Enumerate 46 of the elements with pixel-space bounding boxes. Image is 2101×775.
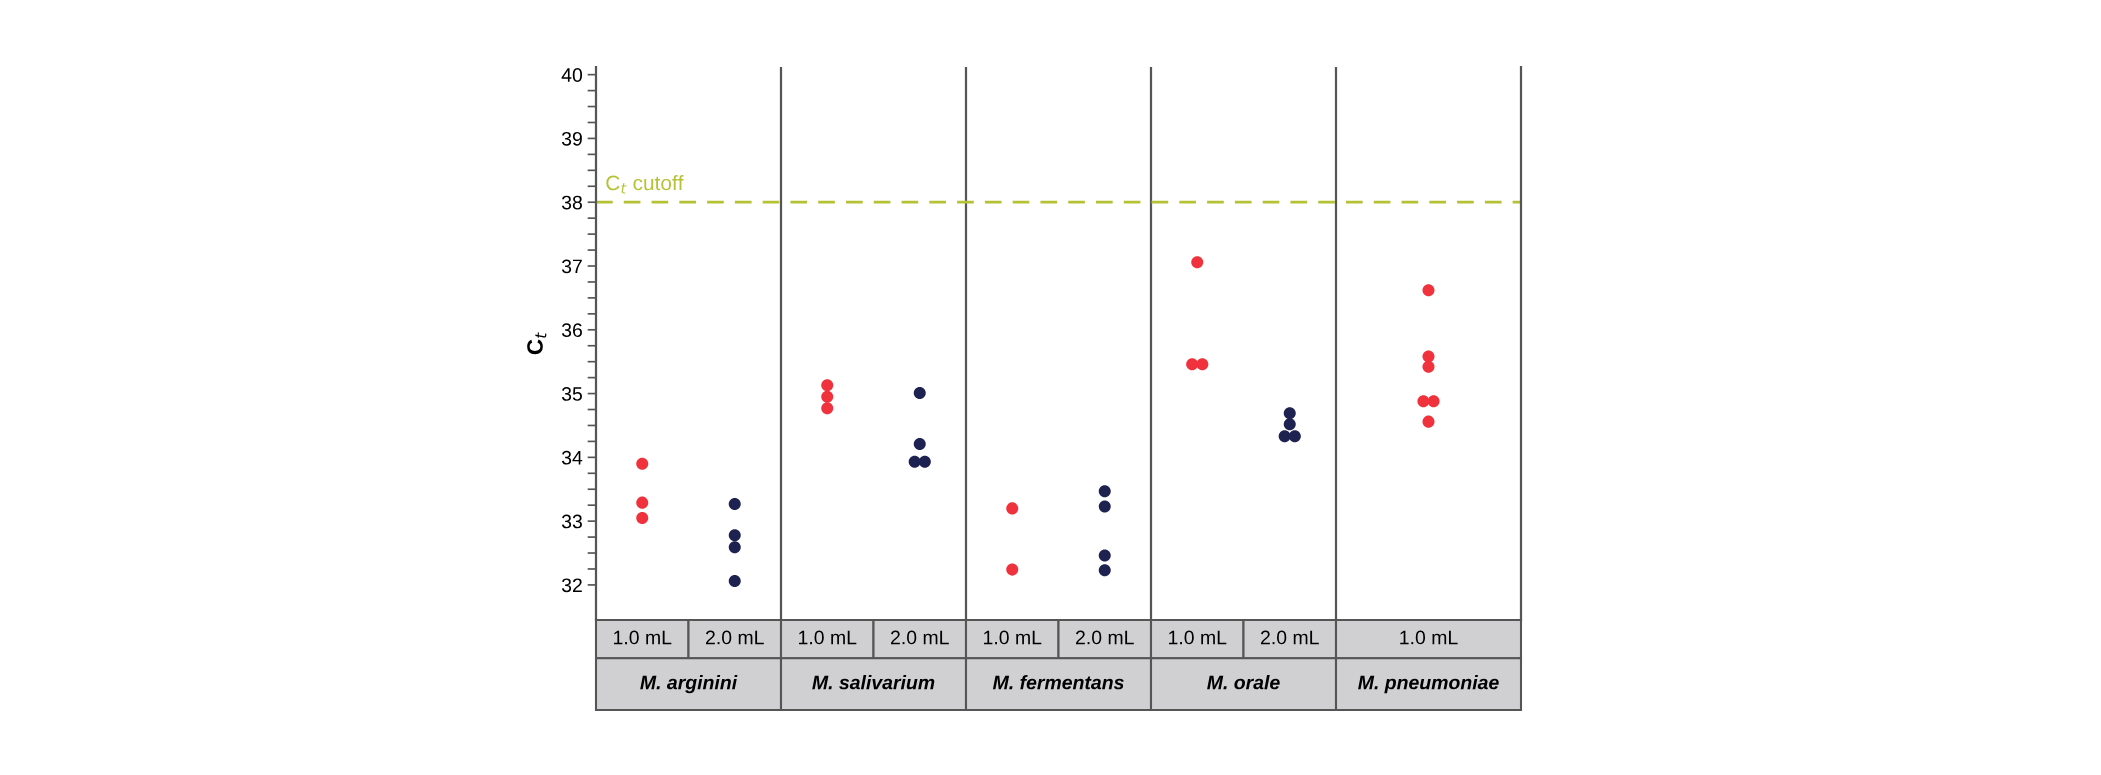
text: M. salivarium [812, 675, 935, 690]
y-tick-label: 38 [561, 195, 582, 210]
x-tick-label: 1.0 mL [1169, 630, 1227, 645]
point [728, 541, 741, 554]
point [821, 402, 834, 415]
y-tick-label: 32 [561, 578, 582, 593]
y-tick-label: 36 [561, 323, 582, 338]
x-tick-label: 2.0 mL [1261, 630, 1319, 645]
point [728, 575, 741, 588]
point [728, 529, 741, 542]
point [1191, 256, 1204, 269]
point [821, 390, 834, 403]
point [1006, 563, 1019, 576]
x-tick-label: 1.0 mL [984, 630, 1042, 645]
point [1098, 549, 1111, 562]
point [1098, 564, 1111, 577]
x-tick-label: 1.0 mL [1400, 630, 1458, 645]
point [636, 457, 649, 470]
y-tick-label: 33 [561, 514, 582, 529]
x-tick-label: 2.0 mL [706, 630, 764, 645]
text: M. orale [1207, 675, 1280, 690]
point [1283, 407, 1296, 420]
text: M. arginini [640, 675, 738, 694]
point [1098, 500, 1111, 513]
point [1006, 502, 1019, 515]
point [728, 497, 741, 510]
ref-line-label: C$_{t}$ cutoff [606, 175, 684, 194]
point [1283, 418, 1296, 431]
y-tick-label: 40 [561, 68, 583, 82]
point [821, 379, 834, 392]
x-tick-label: 1.0 mL [614, 630, 672, 645]
y-tick-label: 35 [561, 387, 582, 401]
point [636, 511, 649, 524]
point [913, 386, 926, 399]
x-tick-label: 2.0 mL [891, 630, 949, 645]
x-tick-label: 2.0 mL [1076, 630, 1134, 645]
y-tick-label: 34 [561, 450, 583, 465]
point [913, 437, 926, 450]
y-tick-label: 39 [561, 131, 582, 146]
text: M. pneumoniae [1358, 675, 1499, 694]
x-tick-label: 1.0 mL [799, 630, 857, 645]
point [636, 496, 649, 509]
point [1098, 485, 1111, 498]
y-tick-label: 37 [561, 259, 582, 274]
text: M. fermentans [992, 675, 1124, 690]
y-axis-title: C$_{t}$ [527, 332, 547, 355]
